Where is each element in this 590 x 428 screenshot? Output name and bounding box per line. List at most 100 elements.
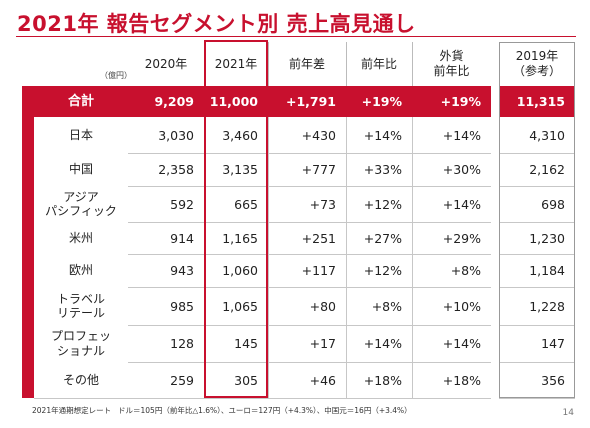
row-divider <box>34 222 491 223</box>
table-cell: 356 <box>541 372 565 388</box>
row-label: 米州 <box>34 222 128 254</box>
footnote-label: 2021年通期想定レート <box>32 406 112 415</box>
footnote-rates: ドル＝105円（前年比△1.6%）、ユーロ＝127円（+4.3%）、中国元＝16… <box>118 406 412 415</box>
table-cell: +251 <box>301 230 336 246</box>
table-cell: 1,165 <box>222 230 258 246</box>
page-title: 2021年 報告セグメント別 売上高見通し <box>17 12 416 36</box>
column-header: 前年比 <box>346 42 412 86</box>
table-cell: 9,209 <box>154 94 194 109</box>
table-cell: 147 <box>541 336 565 351</box>
table-cell: 259 <box>170 372 194 388</box>
table-cell: +1,791 <box>285 94 336 109</box>
row-divider <box>499 287 575 288</box>
table-cell: +30% <box>442 162 481 177</box>
table-cell: +80 <box>309 298 336 314</box>
row-divider <box>499 398 575 399</box>
table-cell: +29% <box>442 230 481 246</box>
table-cell: +27% <box>363 230 402 246</box>
row-divider <box>499 153 575 154</box>
row-label-line: アジア <box>63 189 99 204</box>
row-label-line: 中国 <box>68 162 93 177</box>
header-separator <box>412 42 413 86</box>
table-cell: +14% <box>442 336 481 351</box>
table-cell: 943 <box>170 263 194 278</box>
column-header: 2019年 （参考） <box>499 42 575 86</box>
table-cell: +12% <box>363 196 402 212</box>
table-cell: 2,162 <box>529 162 565 177</box>
row-divider <box>34 254 491 255</box>
column-header-line: 外貨 <box>439 49 464 63</box>
row-divider <box>34 398 491 399</box>
column-header-line: 2021年 <box>214 56 258 71</box>
row-label: トラベル リテール <box>34 287 128 325</box>
table-cell: +10% <box>442 298 481 314</box>
unit-label: （億円） <box>100 71 132 80</box>
total-row-background <box>22 86 491 117</box>
column-header: 2021年 <box>204 42 268 86</box>
row-label-line: 米州 <box>68 230 93 245</box>
table-cell: +33% <box>363 162 402 177</box>
header-separator <box>268 42 269 86</box>
row-label-line: パシフィック <box>45 204 117 218</box>
table-cell: 11,315 <box>516 94 565 109</box>
table-cell: +17 <box>309 336 336 351</box>
table-cell: 1,228 <box>529 298 565 314</box>
row-divider <box>34 362 491 363</box>
table-cell: 914 <box>170 230 194 246</box>
column-header-line: 2020年 <box>144 56 188 71</box>
row-label-line: トラベル <box>56 291 105 306</box>
row-label: 中国 <box>34 153 128 186</box>
table-cell: 2,358 <box>158 162 194 177</box>
table-cell: 3,460 <box>222 127 258 143</box>
row-divider <box>34 186 491 187</box>
table-cell: 1,065 <box>222 298 258 314</box>
column-divider <box>268 117 269 398</box>
column-header: 外貨 前年比 <box>412 42 491 86</box>
row-label: 欧州 <box>34 254 128 287</box>
table-cell: +117 <box>301 263 336 278</box>
table-cell: 1,230 <box>529 230 565 246</box>
column-header-line: （参考） <box>512 64 561 78</box>
row-label: プロフェッ ショナル <box>34 325 128 362</box>
column-header-line: 前年差 <box>288 56 325 71</box>
table-cell: 1,184 <box>529 263 565 278</box>
table-cell: +12% <box>363 263 402 278</box>
table-cell: 11,000 <box>209 94 258 109</box>
column-header-line: 前年比 <box>360 56 397 71</box>
table-cell: 3,030 <box>158 127 194 143</box>
table-cell: +73 <box>309 196 336 212</box>
table-cell: +18% <box>442 372 481 388</box>
column-divider <box>412 117 413 398</box>
table-cell: +8% <box>450 263 481 278</box>
table-cell: +14% <box>442 196 481 212</box>
table-cell: +8% <box>371 298 402 314</box>
row-divider <box>499 222 575 223</box>
table-cell: 698 <box>541 196 565 212</box>
column-header-line: 2019年 <box>515 49 559 63</box>
row-label: 日本 <box>34 117 128 153</box>
table-cell: 985 <box>170 298 194 314</box>
table-cell: 665 <box>234 196 258 212</box>
row-divider <box>34 325 491 326</box>
table-cell: +14% <box>363 127 402 143</box>
row-label: その他 <box>34 362 128 398</box>
row-divider <box>499 186 575 187</box>
table-cell: 145 <box>234 336 258 351</box>
row-divider <box>499 254 575 255</box>
row-label-line: 日本 <box>68 127 93 142</box>
column-divider <box>346 117 347 398</box>
table-cell: 1,060 <box>222 263 258 278</box>
column-header: 前年差 <box>268 42 346 86</box>
row-label: 合計 <box>34 86 128 117</box>
table-cell: +46 <box>309 372 336 388</box>
row-label-line: 欧州 <box>68 263 93 278</box>
page-number: 14 <box>562 408 574 418</box>
table-cell: +430 <box>301 127 336 143</box>
row-divider <box>34 287 491 288</box>
column-header-line: 前年比 <box>433 64 470 78</box>
table-cell: +14% <box>442 127 481 143</box>
row-label-line: 合計 <box>67 93 94 109</box>
title-underline <box>16 36 576 37</box>
table-cell: +19% <box>440 94 481 109</box>
row-divider <box>499 362 575 363</box>
